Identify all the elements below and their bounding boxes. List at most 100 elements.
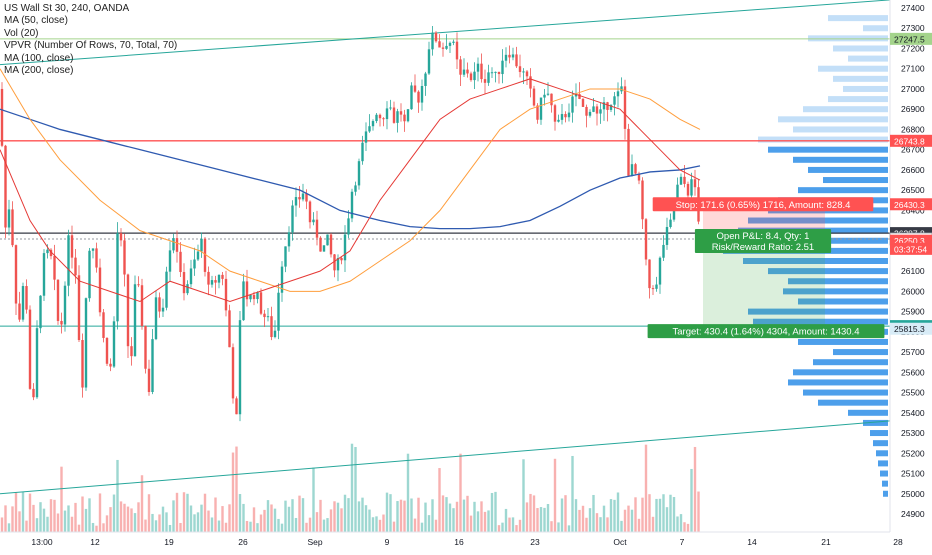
- volume-bar: [109, 507, 112, 532]
- candle-body: [609, 104, 613, 110]
- volume-bar: [333, 501, 336, 532]
- volume-bar: [469, 515, 473, 532]
- volume-bar: [315, 512, 319, 532]
- trendlines[interactable]: [0, 0, 891, 495]
- candle-body: [39, 295, 42, 329]
- candle-body: [203, 238, 207, 272]
- volume-bar: [550, 521, 553, 532]
- volume-bar: [95, 525, 98, 532]
- volume-bar: [665, 507, 669, 532]
- volume-bar: [581, 505, 585, 532]
- candle-body: [532, 88, 536, 106]
- volume-profile-bar: [788, 278, 888, 285]
- open-pnl-box: [694, 228, 832, 253]
- candle-body: [599, 109, 602, 114]
- candle-body: [35, 328, 39, 398]
- candle-body: [84, 298, 88, 388]
- time-tick-label: Oct: [613, 537, 627, 547]
- volume-bar: [228, 504, 231, 532]
- volume-profile-bar: [803, 389, 888, 396]
- candle-body: [326, 234, 329, 246]
- volume-bar: [63, 510, 67, 532]
- candle-body: [441, 47, 445, 49]
- volume-bar: [308, 517, 312, 532]
- candle-body: [508, 54, 511, 58]
- price-label-bg: [890, 134, 932, 147]
- volume-profile-bar: [758, 136, 888, 143]
- volume-bar: [403, 500, 406, 532]
- price-label: 26430.3: [894, 200, 925, 210]
- study-vpvr[interactable]: VPVR (Number Of Rows, 70, Total, 70): [4, 40, 178, 52]
- candle-body: [21, 286, 25, 320]
- short-position-tool[interactable]: [703, 204, 825, 327]
- volume-bar: [529, 493, 532, 532]
- candle-body: [417, 91, 420, 103]
- volume-bar: [49, 499, 53, 532]
- candle-body: [175, 238, 179, 252]
- candle-body: [340, 258, 343, 261]
- volume-bar: [396, 501, 399, 532]
- candle-body: [77, 275, 81, 341]
- candle-body: [585, 106, 588, 116]
- candle-body: [130, 346, 133, 357]
- study-volume[interactable]: Vol (20): [4, 27, 39, 39]
- price-axis[interactable]: 24900 25000 25100 25200 25300 25400 25500 25600…: [889, 0, 932, 550]
- volume-profile-bar: [793, 126, 888, 133]
- volume-bar: [368, 509, 371, 532]
- volume-bar: [147, 494, 151, 532]
- volume-bar: [207, 510, 210, 532]
- candle-body: [487, 72, 490, 83]
- candle-body: [214, 280, 217, 283]
- legend: US Wall St 30, 240, OANDA MA (50, close)…: [4, 3, 177, 77]
- candle-body: [357, 161, 361, 186]
- volume-profile-bar: [828, 15, 888, 22]
- volume-bar: [158, 514, 161, 532]
- candle-body: [361, 142, 364, 162]
- candle-body: [91, 248, 95, 251]
- study-ma50[interactable]: MA (50, close): [4, 15, 68, 27]
- candle-body: [634, 164, 637, 174]
- volume-bar: [382, 514, 385, 532]
- volume-bar: [74, 502, 77, 532]
- volume-bar: [46, 516, 49, 532]
- candle-body: [25, 286, 28, 310]
- study-ma100[interactable]: MA (100, close): [4, 52, 74, 64]
- volume-bar: [133, 513, 137, 532]
- risk-reward-label: Risk/Reward Ratio: 2.51: [712, 242, 814, 253]
- trendline: [0, 0, 891, 66]
- symbol-title[interactable]: US Wall St 30, 240, OANDA: [4, 3, 130, 14]
- candle-body: [32, 388, 35, 398]
- candle-body: [172, 238, 175, 251]
- candle-body: [95, 248, 98, 268]
- volume-bar: [455, 501, 459, 532]
- candle-body: [158, 297, 161, 312]
- candle-body: [679, 176, 683, 185]
- candle-body: [7, 209, 11, 228]
- volume-bar: [284, 500, 287, 532]
- study-ma200[interactable]: MA (200, close): [4, 65, 74, 77]
- volume-profile-bar: [798, 338, 888, 345]
- candle-body: [578, 94, 581, 99]
- volume-bar: [84, 508, 88, 532]
- volume-bar: [238, 494, 242, 532]
- candle-body: [480, 63, 483, 80]
- price-label: 26250.3: [894, 236, 925, 246]
- volume-bar: [144, 519, 147, 532]
- candle-body: [606, 102, 609, 110]
- target-label: Target: 430.4 (1.64%) 4304, Amount: 1430…: [673, 327, 860, 338]
- candle-body: [217, 274, 221, 283]
- candle-body: [245, 281, 249, 300]
- volume-bar: [35, 518, 39, 532]
- price-label-bg: [890, 32, 932, 45]
- candle-body: [648, 259, 651, 289]
- volume-profile-bar: [753, 318, 888, 325]
- volume-bar: [630, 509, 634, 532]
- candle-body: [389, 107, 392, 109]
- volume-bar: [200, 504, 203, 532]
- volume-bar: [28, 493, 32, 532]
- time-axis[interactable]: 13:00 12 19 26 Sep 9 16 23 Oct 7 14 21 28: [0, 531, 932, 550]
- volume-profile-bar: [883, 490, 888, 497]
- candle-body: [235, 398, 238, 415]
